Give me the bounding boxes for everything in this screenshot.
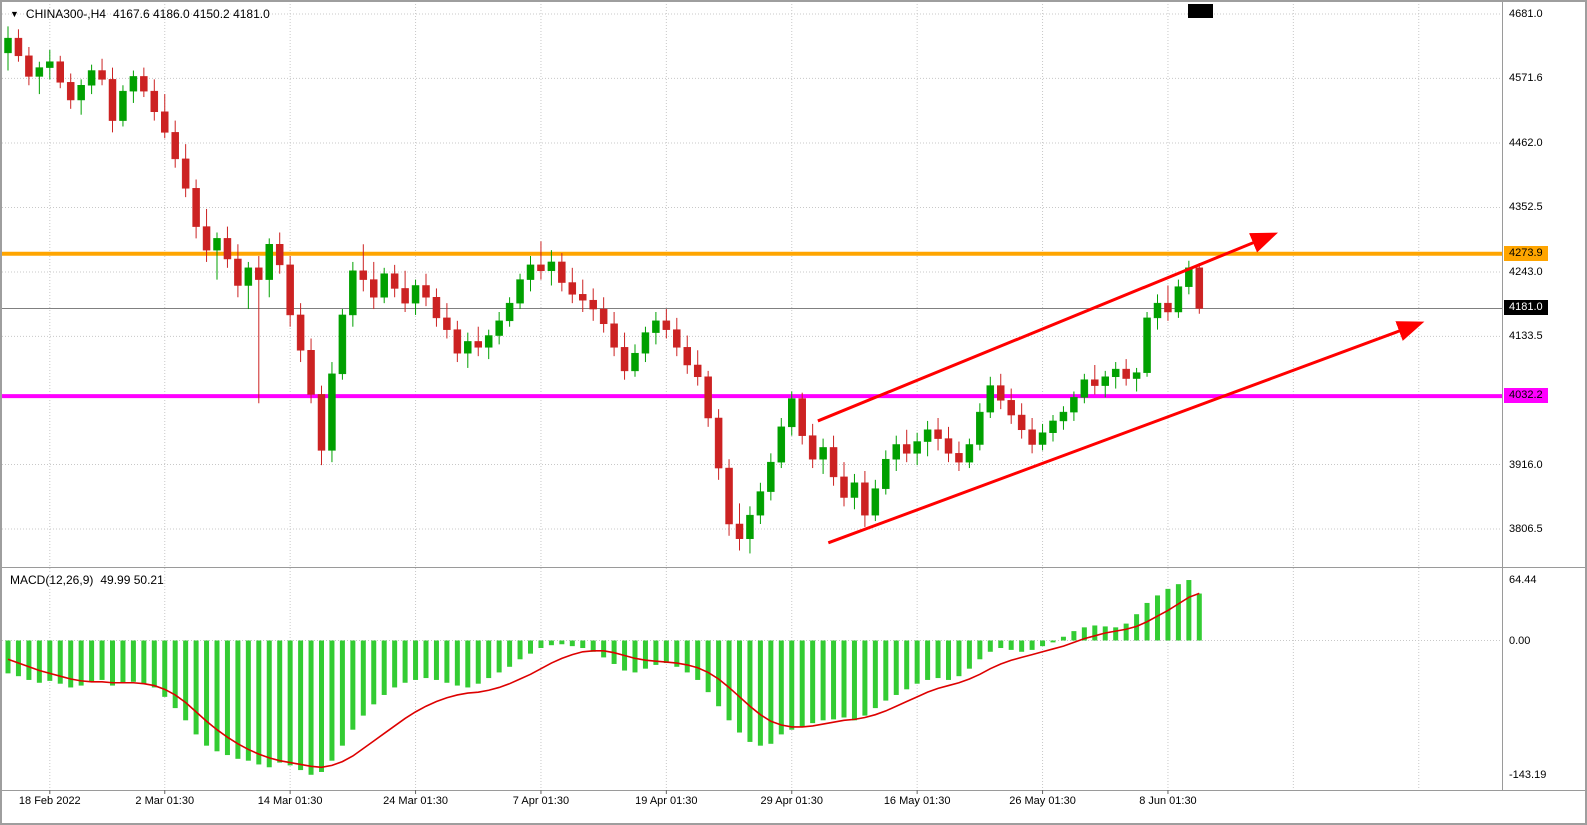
candles — [4, 26, 1204, 554]
trend-arrow[interactable] — [817, 232, 1279, 423]
support-price-badge: 4032.2 — [1504, 388, 1548, 404]
current-price-badge: 4181.0 — [1504, 300, 1548, 316]
macd-histogram — [5, 580, 1202, 775]
symbol-title: CHINA300-,H4 — [25, 7, 106, 21]
symbol-header: ▼ CHINA300-,H4 4167.6 4186.0 4150.2 4181… — [10, 7, 270, 21]
chart-marker-box — [1188, 4, 1213, 18]
macd-header: MACD(12,26,9) 49.99 50.21 — [10, 573, 164, 587]
macd-signal-line — [7, 592, 1200, 769]
trend-arrow[interactable] — [827, 321, 1425, 545]
macd-label: MACD(12,26,9) — [10, 573, 94, 587]
macd-values: 49.99 50.21 — [100, 573, 164, 587]
ohlc-values: 4167.6 4186.0 4150.2 4181.0 — [112, 7, 270, 21]
dropdown-triangle-icon[interactable]: ▼ — [10, 9, 19, 19]
resistance-price-badge: 4273.9 — [1504, 245, 1548, 261]
